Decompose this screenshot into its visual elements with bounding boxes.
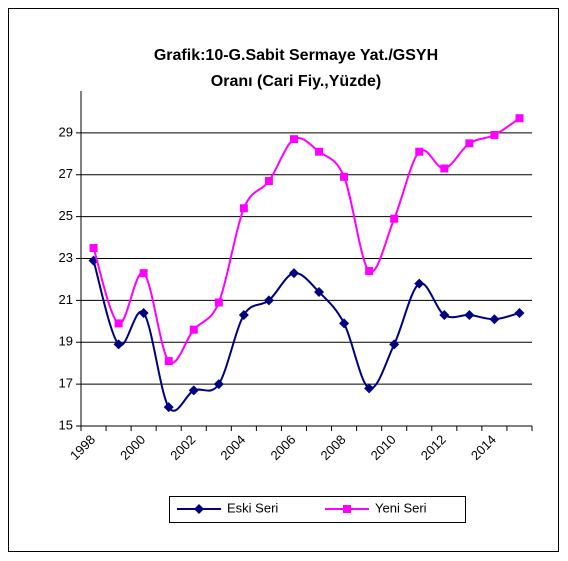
marker (440, 164, 449, 173)
marker (389, 339, 400, 350)
marker (239, 204, 248, 213)
marker (414, 278, 425, 289)
chart-title: Oranı (Cari Fiy.,Yüzde) (211, 73, 381, 90)
y-tick-label: 19 (59, 334, 73, 349)
marker (238, 310, 249, 321)
legend-label: Yeni Seri (375, 500, 427, 515)
marker (340, 172, 349, 181)
marker (339, 318, 350, 329)
marker (364, 383, 375, 394)
chart-title: Grafik:10-G.Sabit Sermaye Yat./GSYH (154, 47, 438, 64)
marker (263, 295, 274, 306)
marker (415, 147, 424, 156)
marker (113, 339, 124, 350)
marker (164, 357, 173, 366)
y-tick-label: 15 (59, 417, 73, 432)
marker (515, 114, 524, 123)
marker (188, 385, 199, 396)
marker (163, 402, 174, 413)
marker (390, 214, 399, 223)
marker (439, 310, 450, 321)
marker (214, 298, 223, 307)
marker (289, 135, 298, 144)
marker (213, 379, 224, 390)
y-tick-label: 21 (59, 292, 73, 307)
marker (288, 268, 299, 279)
y-tick-label: 17 (59, 376, 73, 391)
marker (490, 130, 499, 139)
y-tick-label: 27 (59, 166, 73, 181)
marker (189, 325, 198, 334)
marker (365, 267, 374, 276)
marker (138, 307, 149, 318)
marker (489, 314, 500, 325)
marker (139, 269, 148, 278)
marker (464, 310, 475, 321)
marker (315, 147, 324, 156)
chart-border (8, 8, 559, 552)
marker (314, 287, 325, 297)
marker (114, 319, 123, 328)
marker (89, 244, 98, 253)
y-tick-label: 29 (59, 124, 73, 139)
y-tick-label: 23 (59, 250, 73, 265)
marker (514, 307, 525, 318)
y-tick-label: 25 (59, 208, 73, 223)
marker (465, 139, 474, 148)
legend-label: Eski Seri (227, 500, 278, 515)
marker (264, 177, 273, 186)
marker (194, 504, 204, 514)
marker (343, 505, 351, 513)
